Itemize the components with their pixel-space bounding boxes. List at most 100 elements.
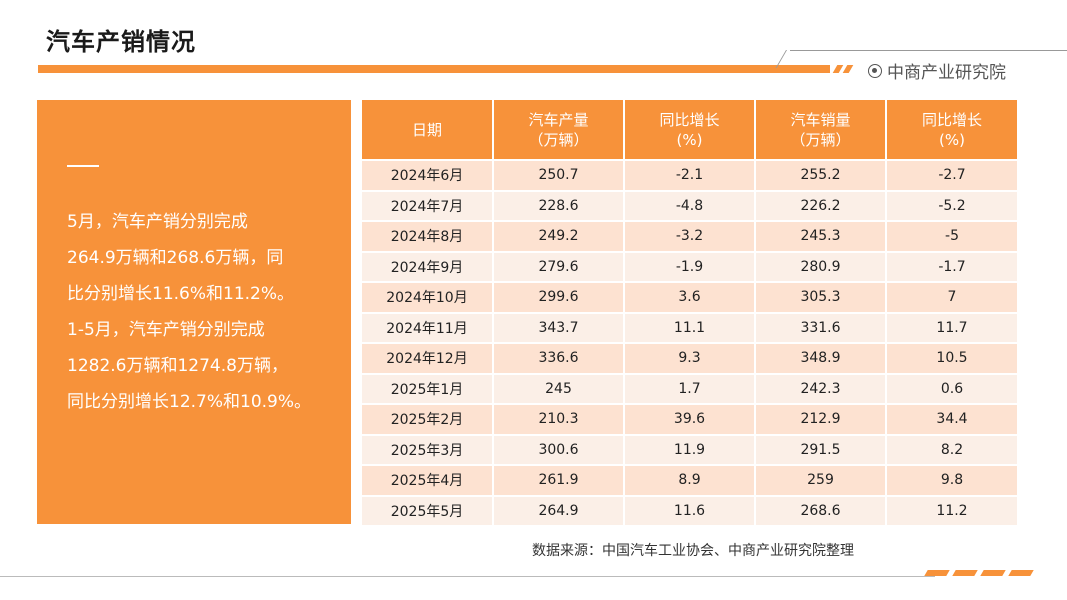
cell-date: 2025年3月 xyxy=(362,434,494,466)
header-unit: (%) xyxy=(676,130,703,149)
cell-sales-yoy: 7 xyxy=(886,282,1017,314)
brand-name: 中商产业研究院 xyxy=(887,63,1006,83)
table-row: 2024年12月 336.6 9.3 348.9 10.5 xyxy=(362,343,1017,375)
cell-sales: 245.3 xyxy=(755,221,887,253)
cell-production-yoy: 11.9 xyxy=(624,434,756,466)
cell-sales: 291.5 xyxy=(755,434,887,466)
cell-production: 279.6 xyxy=(493,251,625,283)
cell-production-yoy: 11.1 xyxy=(624,312,756,344)
summary-dash xyxy=(67,165,99,167)
footer-stripes xyxy=(924,570,1036,576)
cell-sales-yoy: 11.2 xyxy=(886,495,1017,527)
table-row: 2025年4月 261.9 8.9 259 9.8 xyxy=(362,465,1017,497)
cell-sales: 242.3 xyxy=(755,373,887,405)
cell-date: 2024年11月 xyxy=(362,312,494,344)
header-date: 日期 xyxy=(362,100,494,161)
cell-date: 2024年7月 xyxy=(362,190,494,222)
cell-sales-yoy: -2.7 xyxy=(886,160,1017,192)
summary-line: 1282.6万辆和1274.8万辆， xyxy=(67,356,288,376)
cell-sales: 305.3 xyxy=(755,282,887,314)
cell-production: 261.9 xyxy=(493,465,625,497)
cell-sales-yoy: 0.6 xyxy=(886,373,1017,405)
cell-sales: 348.9 xyxy=(755,343,887,375)
header-text: 同比增长 xyxy=(659,110,720,129)
cell-production: 343.7 xyxy=(493,312,625,344)
table-row: 2024年7月 228.6 -4.8 226.2 -5.2 xyxy=(362,190,1017,222)
table-row: 2025年2月 210.3 39.6 212.9 34.4 xyxy=(362,404,1017,436)
source-note: 数据来源：中国汽车工业协会、中商产业研究院整理 xyxy=(532,543,854,559)
cell-production-yoy: 1.7 xyxy=(624,373,756,405)
table-row: 2024年9月 279.6 -1.9 280.9 -1.7 xyxy=(362,251,1017,283)
cell-production-yoy: -3.2 xyxy=(624,221,756,253)
cell-sales: 280.9 xyxy=(755,251,887,283)
cell-production: 264.9 xyxy=(493,495,625,527)
page-title: 汽车产销情况 xyxy=(46,28,196,56)
table-header-row: 日期 汽车产量 （万辆） 同比增长 (%) 汽车销量 （万辆） 同比增长 (%) xyxy=(362,100,1017,161)
footer-line xyxy=(0,576,935,577)
cell-production-yoy: -2.1 xyxy=(624,160,756,192)
table-row: 2024年8月 249.2 -3.2 245.3 -5 xyxy=(362,221,1017,253)
table-row: 2025年1月 245 1.7 242.3 0.6 xyxy=(362,373,1017,405)
cell-production-yoy: 9.3 xyxy=(624,343,756,375)
header-text: 汽车销量 xyxy=(790,110,851,129)
cell-production: 210.3 xyxy=(493,404,625,436)
cell-sales: 212.9 xyxy=(755,404,887,436)
header-unit: （万辆） xyxy=(790,130,851,149)
summary-line: 比分别增长11.6%和11.2%。 xyxy=(67,284,295,304)
cell-production: 228.6 xyxy=(493,190,625,222)
header-sales: 汽车销量 （万辆） xyxy=(755,100,887,161)
header-unit: (%) xyxy=(939,130,965,149)
cell-date: 2024年8月 xyxy=(362,221,494,253)
header-stripes xyxy=(832,65,859,73)
target-circle-icon xyxy=(868,63,882,78)
header-production: 汽车产量 （万辆） xyxy=(493,100,625,161)
cell-sales-yoy: 10.5 xyxy=(886,343,1017,375)
cell-sales-yoy: -5 xyxy=(886,221,1017,253)
cell-production: 250.7 xyxy=(493,160,625,192)
header-text: 日期 xyxy=(411,120,442,139)
summary-line: 264.9万辆和268.6万辆，同 xyxy=(67,248,284,268)
cell-date: 2025年1月 xyxy=(362,373,494,405)
header-text: 汽车产量 xyxy=(528,110,589,129)
cell-production: 245 xyxy=(493,373,625,405)
cell-date: 2024年6月 xyxy=(362,160,494,192)
cell-sales: 331.6 xyxy=(755,312,887,344)
cell-sales: 268.6 xyxy=(755,495,887,527)
cell-date: 2025年2月 xyxy=(362,404,494,436)
cell-production: 300.6 xyxy=(493,434,625,466)
summary-line: 5月，汽车产销分别完成 xyxy=(67,212,248,232)
header-text: 同比增长 xyxy=(921,110,982,129)
header-bar xyxy=(38,65,830,73)
cell-production: 299.6 xyxy=(493,282,625,314)
header-unit: （万辆） xyxy=(528,130,589,149)
cell-sales-yoy: -5.2 xyxy=(886,190,1017,222)
cell-production-yoy: -4.8 xyxy=(624,190,756,222)
cell-date: 2025年4月 xyxy=(362,465,494,497)
brand-logo: 中商产业研究院 xyxy=(868,58,1006,83)
summary-line: 1-5月，汽车产销分别完成 xyxy=(67,320,265,340)
header-line xyxy=(790,50,1067,51)
cell-production: 336.6 xyxy=(493,343,625,375)
cell-production-yoy: 11.6 xyxy=(624,495,756,527)
cell-sales-yoy: 9.8 xyxy=(886,465,1017,497)
cell-production-yoy: 39.6 xyxy=(624,404,756,436)
summary-text: 5月，汽车产销分别完成 264.9万辆和268.6万辆，同 比分别增长11.6%… xyxy=(67,204,329,420)
table-row: 2024年6月 250.7 -2.1 255.2 -2.7 xyxy=(362,160,1017,192)
table-body: 2024年6月 250.7 -2.1 255.2 -2.7 2024年7月 228.6 -4.… xyxy=(362,160,1017,527)
cell-production-yoy: -1.9 xyxy=(624,251,756,283)
cell-production-yoy: 8.9 xyxy=(624,465,756,497)
cell-sales: 226.2 xyxy=(755,190,887,222)
cell-production-yoy: 3.6 xyxy=(624,282,756,314)
table-row: 2024年10月 299.6 3.6 305.3 7 xyxy=(362,282,1017,314)
cell-sales: 255.2 xyxy=(755,160,887,192)
header-sales-yoy: 同比增长 (%) xyxy=(886,100,1017,161)
cell-date: 2025年5月 xyxy=(362,495,494,527)
table-row: 2024年11月 343.7 11.1 331.6 11.7 xyxy=(362,312,1017,344)
table-row: 2025年3月 300.6 11.9 291.5 8.2 xyxy=(362,434,1017,466)
cell-production: 249.2 xyxy=(493,221,625,253)
cell-date: 2024年9月 xyxy=(362,251,494,283)
cell-sales-yoy: 8.2 xyxy=(886,434,1017,466)
header-production-yoy: 同比增长 (%) xyxy=(624,100,756,161)
production-sales-table: 日期 汽车产量 （万辆） 同比增长 (%) 汽车销量 （万辆） 同比增长 (%)… xyxy=(362,100,1017,527)
cell-sales-yoy: 34.4 xyxy=(886,404,1017,436)
